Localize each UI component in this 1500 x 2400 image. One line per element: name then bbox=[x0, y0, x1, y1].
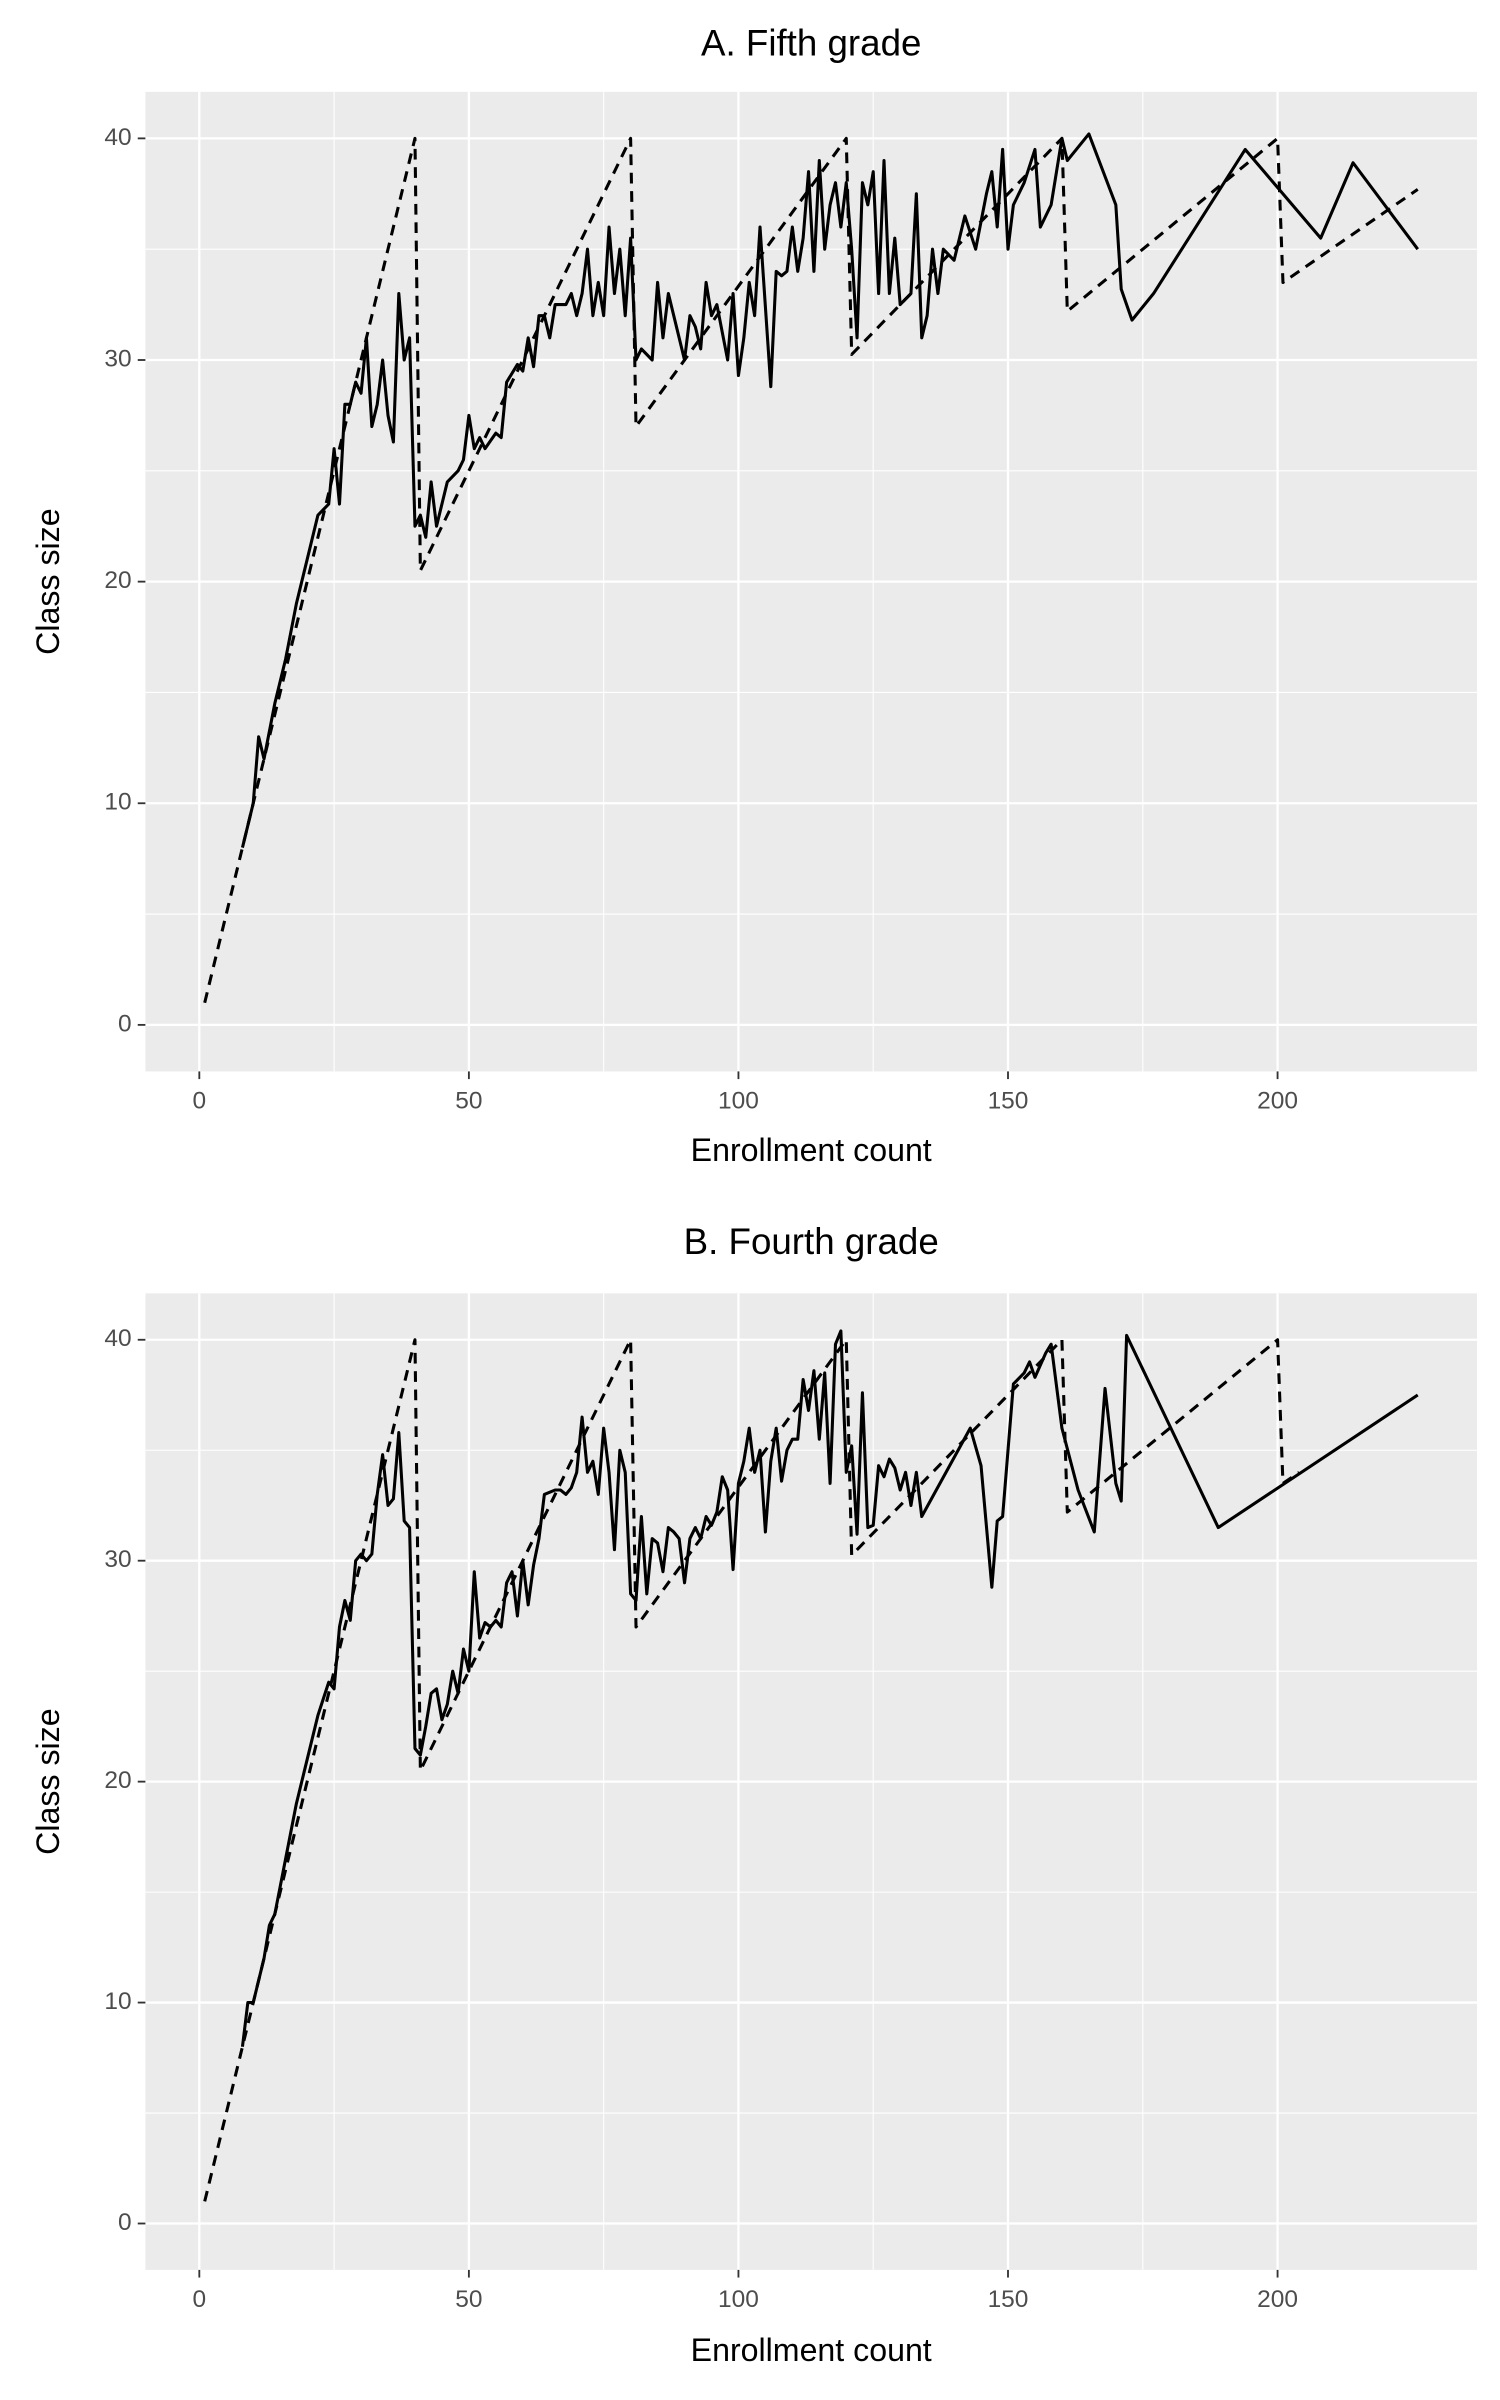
y-tick-label: 30 bbox=[104, 1546, 131, 1573]
x-tick-label: 50 bbox=[455, 1088, 482, 1115]
series-line bbox=[240, 132, 1419, 848]
y-tick-label: 40 bbox=[104, 1325, 131, 1352]
chart-title: B. Fourth grade bbox=[684, 1221, 939, 1262]
x-axis-label: Enrollment count bbox=[691, 2332, 932, 2368]
y-tick-label: 0 bbox=[118, 1010, 132, 1037]
series-line bbox=[240, 1329, 1419, 2047]
series-line bbox=[203, 1338, 1301, 2202]
y-tick-label: 30 bbox=[104, 345, 131, 372]
series-line bbox=[203, 136, 1419, 1004]
y-tick-label: 10 bbox=[104, 1988, 131, 2015]
x-tick-label: 150 bbox=[988, 2286, 1029, 2313]
y-tick-label: 0 bbox=[118, 2209, 132, 2236]
y-tick-label: 20 bbox=[104, 567, 131, 594]
y-tick-label: 20 bbox=[104, 1767, 131, 1794]
x-tick-label: 100 bbox=[718, 1088, 759, 1115]
y-axis-label: Class size bbox=[30, 508, 66, 654]
x-tick-label: 200 bbox=[1257, 1088, 1298, 1115]
y-tick-label: 10 bbox=[104, 789, 131, 816]
x-tick-label: 150 bbox=[988, 1088, 1029, 1115]
x-tick-label: 0 bbox=[193, 2286, 207, 2313]
x-tick-label: 100 bbox=[718, 2286, 759, 2313]
x-axis-label: Enrollment count bbox=[691, 1132, 932, 1168]
y-axis-label: Class size bbox=[30, 1708, 66, 1854]
x-tick-label: 200 bbox=[1257, 2286, 1298, 2313]
y-tick-label: 40 bbox=[104, 124, 131, 151]
x-tick-label: 50 bbox=[455, 2286, 482, 2313]
x-tick-label: 0 bbox=[193, 1088, 207, 1115]
chart-title: A. Fifth grade bbox=[701, 23, 921, 64]
